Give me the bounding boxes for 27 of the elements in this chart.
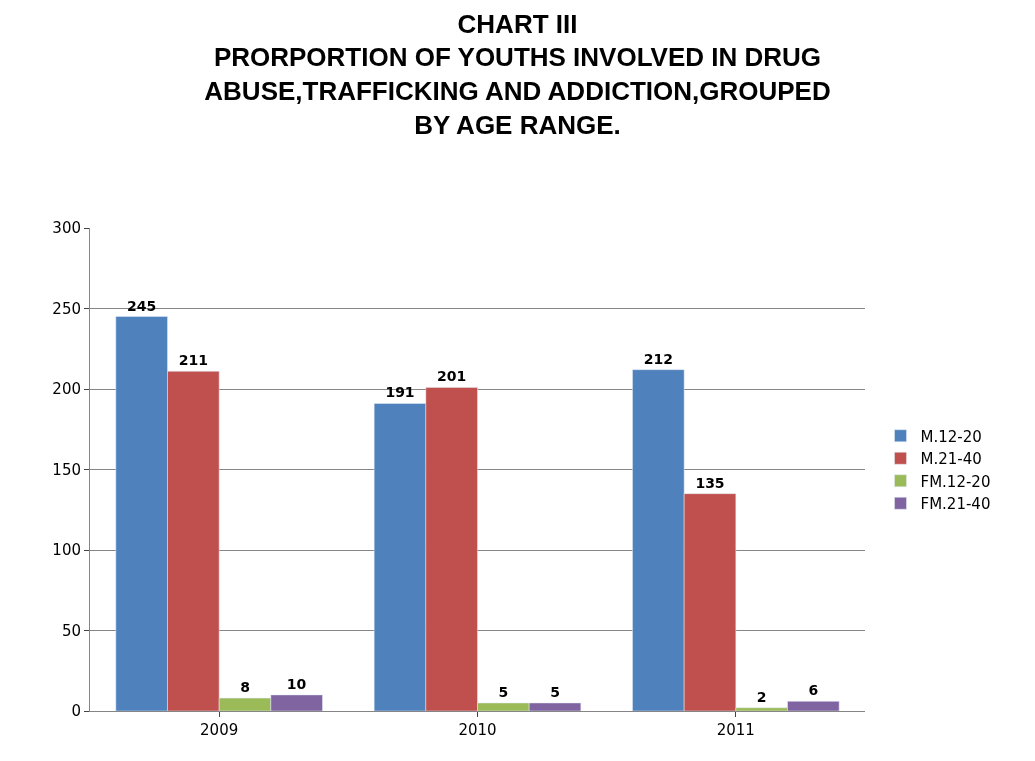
x-tick-label: 2009 [200,721,239,739]
data-label: 211 [178,352,208,369]
data-label: 201 [437,368,467,385]
chart-title: CHART III PRORPORTION OF YOUTHS INVOLVED IN DRUG ABUSE,TRAFFICKING AND ADDICTION,GROUPED BY AGE RANGE. [204,8,831,140]
y-tick-label: 50 [61,621,81,640]
legend-label: M.12-20 [920,427,982,446]
x-tick-label: 2010 [458,721,497,739]
y-tick-label: 200 [52,380,81,399]
data-label: 5 [498,683,509,700]
legend-label: FM.12-20 [920,472,991,491]
y-tick-label: 250 [52,299,81,318]
legend-label: M.21-40 [920,450,982,469]
legend-label: FM.21-40 [920,495,991,514]
y-tick-label: 300 [52,219,81,238]
y-tick-label: 100 [52,541,81,560]
y-tick-label: 150 [52,460,81,479]
data-label: 191 [385,384,415,401]
x-tick-label: 2011 [716,721,755,739]
data-label: 8 [240,679,250,696]
y-tick-label: 0 [71,702,81,721]
data-label: 2 [756,688,767,705]
data-label: 135 [695,474,725,491]
data-label: 6 [808,682,819,699]
data-label: 245 [127,297,157,314]
data-label: 212 [643,350,673,367]
data-label: 10 [286,675,307,692]
data-label: 5 [550,683,560,700]
